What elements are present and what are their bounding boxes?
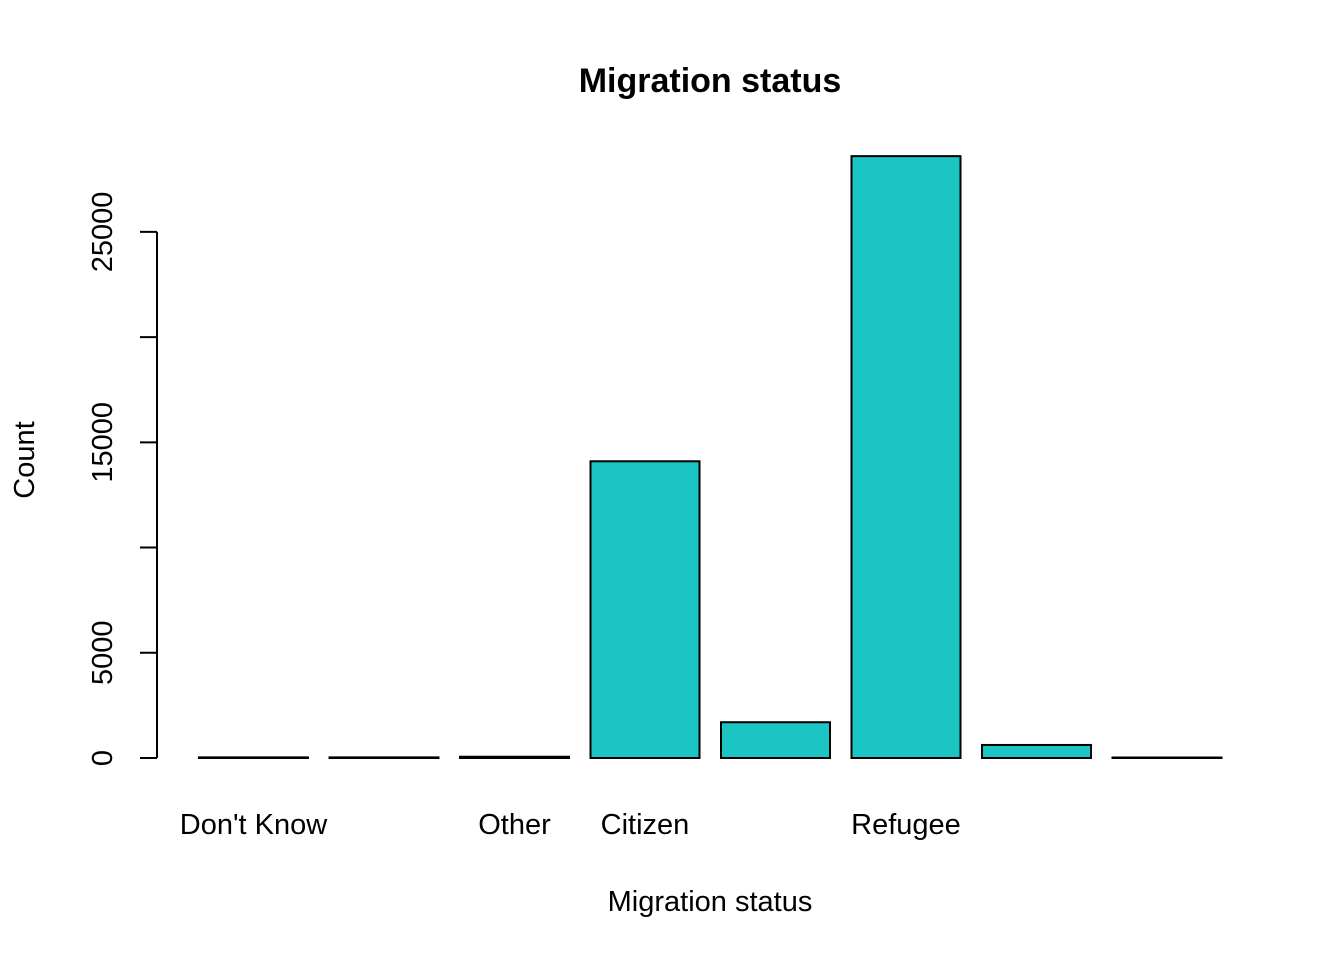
y-axis-label: Count [9,421,41,498]
x-tick-label: Don't Know [180,809,328,841]
y-tick-label: 15000 [87,402,119,483]
bar [328,756,440,759]
bars [198,155,1223,760]
x-tick-label: Other [478,809,551,841]
x-tick-labels: Don't Know Other Citizen Refugee [180,809,961,841]
y-tick-label: 5000 [87,621,119,686]
x-tick-label: Refugee [851,809,961,841]
y-tick-label: 0 [87,750,119,766]
x-axis-label: Migration status [608,886,813,918]
x-tick-label: Citizen [601,809,690,841]
bar [589,460,701,759]
bar [850,155,962,759]
y-axis: 0 5000 15000 25000 [87,192,158,766]
chart-title: Migration status [579,62,842,100]
bar [720,721,831,760]
bar [198,756,309,759]
bar [1111,756,1223,759]
y-tick-label: 25000 [87,192,119,273]
bar [459,755,570,760]
bar [981,743,1092,759]
